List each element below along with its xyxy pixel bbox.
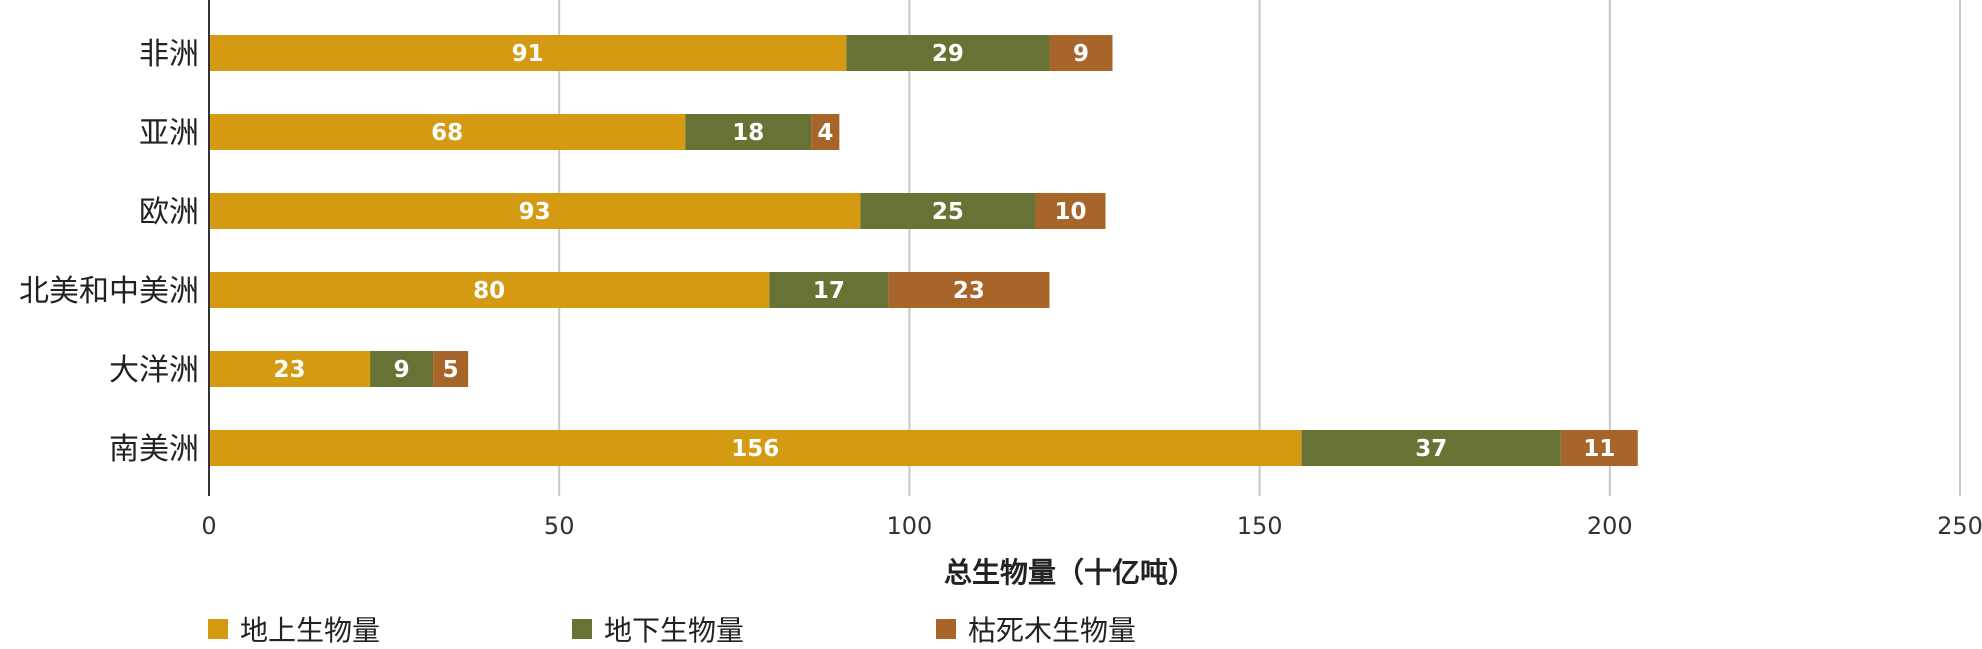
bar-segment [1035, 193, 1106, 229]
data-label: 18 [732, 120, 764, 146]
data-label: 80 [473, 278, 505, 304]
x-tick-label: 100 [886, 512, 932, 540]
category-label: 亚洲 [139, 116, 199, 151]
bar-segment [888, 272, 1050, 308]
legend-swatch [936, 619, 956, 639]
bar-segment [209, 351, 371, 387]
bar-segment [209, 272, 770, 308]
x-tick-labels: 0 50 100 150 200 250 [201, 512, 1982, 540]
bar-segment [769, 272, 889, 308]
bar-segment [370, 351, 434, 387]
x-tick-label: 50 [544, 512, 575, 540]
data-label: 23 [953, 278, 985, 304]
bar-segment [846, 35, 1050, 71]
x-tick-label: 0 [201, 512, 216, 540]
legend-item: 地上生物量 [208, 612, 381, 647]
data-label: 4 [817, 120, 833, 146]
category-label: 北美和中美洲 [19, 274, 199, 309]
legend-label: 枯死木生物量 [968, 614, 1137, 647]
bar-segment [209, 430, 1302, 466]
data-label: 23 [274, 357, 306, 383]
data-label: 9 [1073, 41, 1089, 67]
legend-label: 地上生物量 [240, 614, 381, 647]
bar-segment [209, 35, 847, 71]
data-label: 11 [1583, 436, 1615, 462]
data-label: 93 [519, 199, 551, 225]
data-label: 29 [932, 41, 964, 67]
bars: 91 29 9 68 18 4 93 25 10 80 17 23 23 9 5 156 37 11 [209, 35, 1638, 466]
bar-segment [1049, 35, 1113, 71]
data-label: 17 [813, 278, 845, 304]
category-label: 欧洲 [139, 195, 199, 230]
bar-segment [860, 193, 1036, 229]
data-label: 9 [394, 357, 410, 383]
category-label: 非洲 [139, 37, 199, 72]
data-label: 37 [1415, 436, 1447, 462]
legend-swatch [572, 619, 592, 639]
x-tick-label: 150 [1237, 512, 1283, 540]
bar-segment [685, 114, 812, 150]
bar-segment [811, 114, 840, 150]
category-label: 大洋洲 [109, 353, 199, 388]
legend-item: 枯死木生物量 [936, 612, 1137, 647]
grid-lines [558, 0, 1961, 496]
bar-segment [1560, 430, 1638, 466]
data-label: 5 [443, 357, 459, 383]
x-tick-label: 200 [1587, 512, 1633, 540]
legend: 地上生物量 地下生物量 枯死木生物量 [208, 612, 1908, 647]
data-label: 25 [932, 199, 964, 225]
data-label: 91 [512, 41, 544, 67]
x-tick-label: 250 [1937, 512, 1982, 540]
bar-segment [209, 193, 861, 229]
data-label: 10 [1054, 199, 1086, 225]
legend-swatch [208, 619, 228, 639]
bar-segment [433, 351, 469, 387]
legend-item: 地下生物量 [572, 612, 745, 647]
bar-segment [1301, 430, 1561, 466]
category-label: 南美洲 [109, 432, 199, 467]
bar-segment [209, 114, 686, 150]
x-axis-title: 总生物量（十亿吨） [944, 556, 1196, 589]
data-label: 68 [431, 120, 463, 146]
legend-label: 地下生物量 [604, 614, 745, 647]
data-label: 156 [731, 436, 779, 462]
